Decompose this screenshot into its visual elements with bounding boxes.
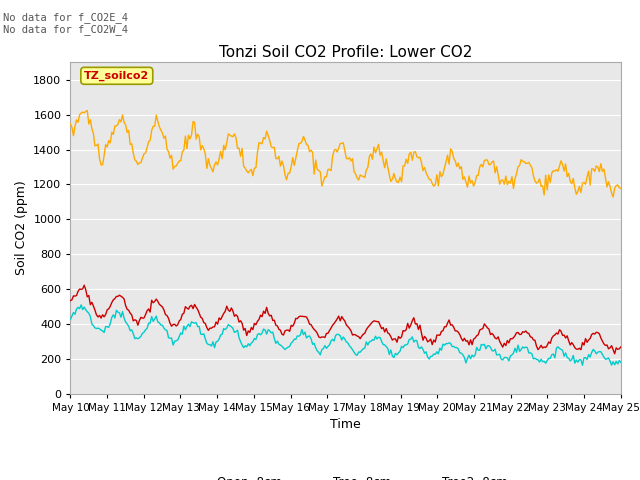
Y-axis label: Soil CO2 (ppm): Soil CO2 (ppm) [15, 180, 28, 276]
Legend: Open -8cm, Tree -8cm, Tree2 -8cm: Open -8cm, Tree -8cm, Tree2 -8cm [179, 471, 512, 480]
Text: TZ_soilco2: TZ_soilco2 [84, 71, 149, 81]
X-axis label: Time: Time [330, 418, 361, 431]
Title: Tonzi Soil CO2 Profile: Lower CO2: Tonzi Soil CO2 Profile: Lower CO2 [219, 45, 472, 60]
Text: No data for f_CO2E_4
No data for f_CO2W_4: No data for f_CO2E_4 No data for f_CO2W_… [3, 12, 128, 36]
